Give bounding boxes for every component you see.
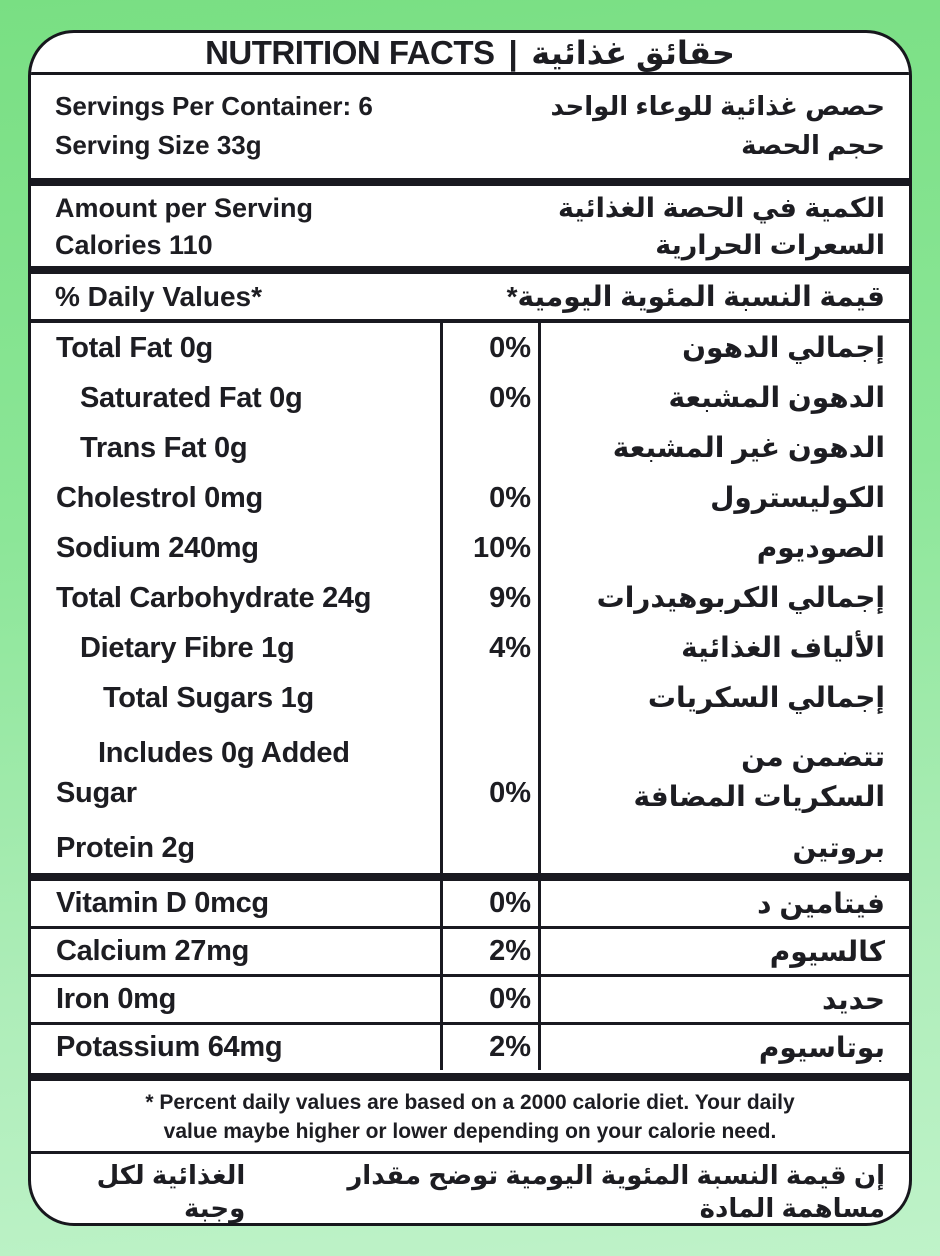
nutrient-label-ar: إجمالي الدهون bbox=[682, 332, 885, 363]
nutrient-table: Total Fat 0g 0% إجمالي الدهون Saturated … bbox=[31, 323, 909, 873]
nutrient-percent: 4% bbox=[440, 623, 541, 673]
nutrient-label: Saturated Fat 0g bbox=[80, 382, 303, 414]
daily-values-english: % Daily Values* bbox=[55, 281, 263, 312]
servings-per-container-ar: حصص غذائية للوعاء الواحد bbox=[550, 91, 885, 121]
micro-percent: 2% bbox=[440, 929, 541, 974]
serving-size: Serving Size 33g bbox=[55, 130, 262, 160]
thin-divider bbox=[31, 1151, 909, 1154]
nutrient-label: Protein 2g bbox=[56, 832, 195, 864]
footnote-ar-line1-left: الغذائية لكل وجبة bbox=[96, 1160, 246, 1223]
daily-values-header: % Daily Values* قيمة النسبة المئوية اليو… bbox=[31, 274, 909, 319]
footnote-ar-line1-right: إن قيمة النسبة المئوية اليومية توضح مقدا… bbox=[347, 1160, 885, 1223]
nutrient-label-ar: تتضمن من السكريات المضافة bbox=[541, 723, 909, 823]
nutrient-label: Cholestrol 0mg bbox=[56, 482, 263, 514]
footnote-en-line1: * Percent daily values are based on a 20… bbox=[145, 1091, 795, 1114]
nutrient-row-added-sugar: Includes 0g Added Sugar 0% تتضمن من السك… bbox=[31, 723, 909, 823]
nutrition-facts-label: NUTRITION FACTS | حقائق غذائية Servings … bbox=[28, 30, 912, 1226]
amount-per-serving: Amount per Serving bbox=[55, 193, 314, 223]
thick-divider bbox=[31, 178, 909, 186]
amount-arabic: الكمية في الحصة الغذائية السعرات الحراري… bbox=[558, 190, 885, 266]
title-separator: | bbox=[508, 33, 518, 71]
nutrient-label: Trans Fat 0g bbox=[80, 432, 248, 464]
table-top-rule bbox=[31, 319, 909, 323]
footnote-arabic: إن قيمة النسبة المئوية اليومية توضح مقدا… bbox=[31, 1154, 909, 1226]
micro-percent: 0% bbox=[440, 881, 541, 926]
nutrient-label: Sodium 240mg bbox=[56, 532, 259, 564]
thick-divider bbox=[31, 1073, 909, 1081]
servings-arabic: حصص غذائية للوعاء الواحد حجم الحصة bbox=[551, 87, 885, 178]
nutrient-label: Dietary Fibre 1g bbox=[80, 632, 295, 664]
micro-percent: 0% bbox=[440, 977, 541, 1022]
nutrient-percent: 0% bbox=[440, 723, 541, 823]
nutrient-label-ar: الصوديوم bbox=[756, 532, 885, 563]
micro-row-potassium: Potassium 64mg 2% بوتاسيوم bbox=[31, 1025, 909, 1073]
title-english: NUTRITION FACTS bbox=[205, 33, 495, 71]
nutrient-percent: 10% bbox=[440, 523, 541, 573]
nutrient-percent: 9% bbox=[440, 573, 541, 623]
footnote-ar-line2: في الحمية اليومية. وبشكل عام، ي نصح بتنا… bbox=[55, 1225, 885, 1226]
nutrient-row-total-carbohydrate: Total Carbohydrate 24g 9% إجمالي الكربوه… bbox=[31, 573, 909, 623]
calories-value: Calories 110 bbox=[55, 230, 213, 260]
micro-label-ar: فيتامين د bbox=[757, 888, 885, 919]
amount-section: Amount per Serving Calories 110 الكمية ف… bbox=[31, 186, 909, 266]
nutrient-row-trans-fat: Trans Fat 0g الدهون غير المشبعة bbox=[31, 423, 909, 473]
title-arabic: حقائق غذائية bbox=[531, 34, 735, 71]
nutrient-row-total-fat: Total Fat 0g 0% إجمالي الدهون bbox=[31, 323, 909, 373]
servings-english: Servings Per Container: 6 Serving Size 3… bbox=[55, 87, 373, 178]
micro-label-ar: حديد bbox=[821, 984, 885, 1015]
nutrient-percent bbox=[440, 823, 541, 873]
nutrient-row-cholestrol: Cholestrol 0mg 0% الكوليسترول bbox=[31, 473, 909, 523]
added-sugar-line1: Includes 0g Added bbox=[98, 737, 350, 769]
nutrient-label: Includes 0g Added Sugar bbox=[31, 723, 440, 823]
nutrient-row-dietary-fibre: Dietary Fibre 1g 4% الألياف الغذائية bbox=[31, 623, 909, 673]
added-sugar-line2: Sugar bbox=[56, 777, 137, 809]
added-sugar-ar-line1: تتضمن من bbox=[741, 741, 885, 772]
footnote-ar-line1: إن قيمة النسبة المئوية اليومية توضح مقدا… bbox=[55, 1159, 885, 1223]
thick-divider bbox=[31, 873, 909, 881]
serving-size-ar: حجم الحصة bbox=[741, 130, 885, 160]
micro-percent: 2% bbox=[440, 1025, 541, 1070]
footnote-english: * Percent daily values are based on a 20… bbox=[31, 1081, 909, 1151]
nutrient-percent: 0% bbox=[440, 323, 541, 373]
nutrient-row-saturated-fat: Saturated Fat 0g 0% الدهون المشبعة bbox=[31, 373, 909, 423]
nutrient-label-ar: بروتين bbox=[792, 832, 885, 863]
nutrient-label-ar: الدهون غير المشبعة bbox=[612, 432, 885, 463]
daily-values-arabic: قيمة النسبة المئوية اليومية* bbox=[506, 281, 885, 312]
footnote-en-line2: value maybe higher or lower depending on… bbox=[163, 1120, 777, 1143]
micronutrient-table: Vitamin D 0mcg 0% فيتامين د Calcium 27mg… bbox=[31, 881, 909, 1073]
micro-row-iron: Iron 0mg 0% حديد bbox=[31, 977, 909, 1025]
nutrient-label-ar: الدهون المشبعة bbox=[668, 382, 885, 413]
amount-english: Amount per Serving Calories 110 bbox=[55, 190, 313, 266]
nutrient-percent: 0% bbox=[440, 373, 541, 423]
nutrient-label-ar: إجمالي الكربوهيدرات bbox=[596, 582, 885, 613]
micro-label: Potassium 64mg bbox=[56, 1031, 283, 1063]
servings-section: Servings Per Container: 6 Serving Size 3… bbox=[31, 75, 909, 178]
micro-label-ar: بوتاسيوم bbox=[758, 1032, 885, 1063]
nutrient-percent: 0% bbox=[440, 473, 541, 523]
label-title: NUTRITION FACTS | حقائق غذائية bbox=[31, 33, 909, 75]
micro-label: Vitamin D 0mcg bbox=[56, 887, 269, 919]
nutrient-percent bbox=[440, 673, 541, 723]
micro-label-ar: كالسيوم bbox=[769, 936, 885, 967]
nutrient-label: Total Fat 0g bbox=[56, 332, 213, 364]
servings-per-container: Servings Per Container: 6 bbox=[55, 91, 373, 121]
micro-label: Iron 0mg bbox=[56, 983, 177, 1015]
nutrient-row-protein: Protein 2g بروتين bbox=[31, 823, 909, 873]
nutrient-percent bbox=[440, 423, 541, 473]
micro-row-calcium: Calcium 27mg 2% كالسيوم bbox=[31, 929, 909, 977]
nutrient-label-ar: الألياف الغذائية bbox=[681, 632, 885, 663]
nutrient-label-ar: إجمالي السكريات bbox=[647, 682, 885, 713]
added-sugar-ar-line2: السكريات المضافة bbox=[633, 781, 885, 812]
nutrient-row-sodium: Sodium 240mg 10% الصوديوم bbox=[31, 523, 909, 573]
calories-ar: السعرات الحرارية bbox=[655, 230, 885, 260]
added-sugar-percent: 0% bbox=[489, 777, 531, 809]
micro-row-vitamin-d: Vitamin D 0mcg 0% فيتامين د bbox=[31, 881, 909, 929]
thick-divider bbox=[31, 266, 909, 274]
nutrient-row-total-sugars: Total Sugars 1g إجمالي السكريات bbox=[31, 673, 909, 723]
nutrient-label: Total Sugars 1g bbox=[103, 682, 314, 714]
amount-per-serving-ar: الكمية في الحصة الغذائية bbox=[558, 193, 885, 223]
nutrient-label-ar: الكوليسترول bbox=[710, 482, 885, 513]
nutrient-label: Total Carbohydrate 24g bbox=[56, 582, 372, 614]
micro-label: Calcium 27mg bbox=[56, 935, 250, 967]
